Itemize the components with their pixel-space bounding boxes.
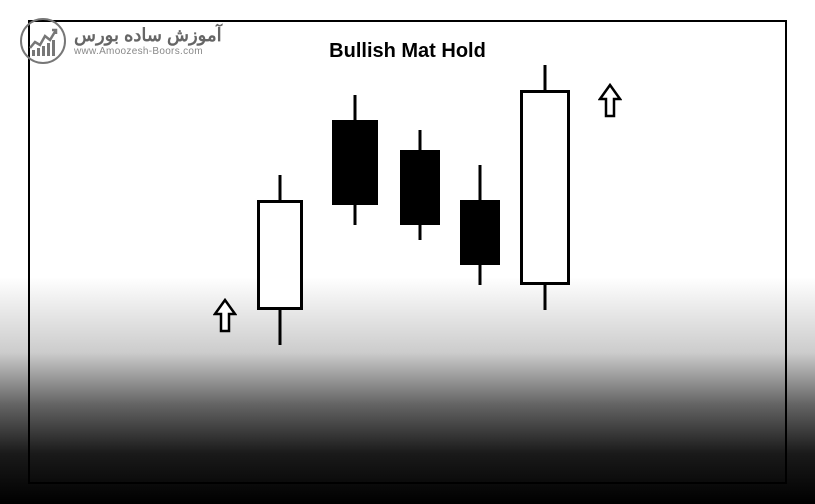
arrow-up-icon (598, 83, 622, 118)
logo-icon (20, 18, 66, 64)
chart-title: Bullish Mat Hold (329, 40, 486, 63)
logo-text-block: آموزش ساده بورس www.Amoozesh-Boors.com (74, 25, 222, 57)
arrow-up-icon (213, 298, 237, 333)
logo-title: آموزش ساده بورس (74, 25, 222, 46)
candle-body (400, 150, 440, 225)
logo-area: آموزش ساده بورس www.Amoozesh-Boors.com (20, 18, 222, 64)
candle-body (520, 90, 570, 285)
logo-url: www.Amoozesh-Boors.com (74, 46, 203, 57)
candle-body (332, 120, 378, 205)
candle-body (460, 200, 500, 265)
chart-area (0, 80, 815, 474)
candle-body (257, 200, 303, 310)
